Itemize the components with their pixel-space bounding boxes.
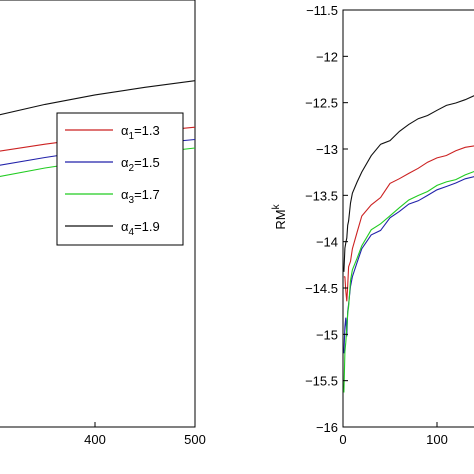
legend-box xyxy=(56,112,184,246)
legend-label-3: α3=1.7 xyxy=(121,187,160,206)
legend-subscript: 1 xyxy=(129,131,135,142)
legend-alpha-symbol: α xyxy=(121,155,129,170)
right-y-tick-label: −12.5 xyxy=(305,96,338,111)
right-y-tick-label: −12 xyxy=(316,49,338,64)
legend-value: =1.9 xyxy=(134,219,160,234)
right-x-tick-label: 0 xyxy=(339,432,346,447)
right-y-axis-label: RMk xyxy=(271,203,288,229)
legend-alpha-symbol: α xyxy=(121,187,129,202)
legend-subscript: 4 xyxy=(129,227,135,238)
y-axis-label-base: RM xyxy=(273,209,288,229)
legend-value: =1.7 xyxy=(134,187,160,202)
left-series-line-4 xyxy=(0,80,195,116)
y-axis-label-superscript: k xyxy=(271,203,282,209)
right-series-line-3 xyxy=(343,170,474,393)
right-y-tick-label: −15 xyxy=(316,327,338,342)
right-y-tick-label: −14.5 xyxy=(305,281,338,296)
right-series-line-1 xyxy=(343,145,474,302)
legend-value: =1.3 xyxy=(134,123,160,138)
legend-label-2: α2=1.5 xyxy=(121,155,160,174)
legend-alpha-symbol: α xyxy=(121,123,129,138)
left-x-tick-label: 500 xyxy=(184,432,206,447)
legend-label-1: α1=1.3 xyxy=(121,123,160,142)
right-series-line-2 xyxy=(343,176,474,354)
legend-subscript: 3 xyxy=(129,195,135,206)
right-y-tick-label: −11.5 xyxy=(306,3,338,18)
right-series-line-4 xyxy=(343,95,474,272)
right-y-tick-label: −15.5 xyxy=(305,374,338,389)
right-plot-frame xyxy=(342,9,474,428)
right-y-tick-label: −14 xyxy=(316,235,338,250)
right-y-tick-label: −13 xyxy=(316,142,338,157)
right-y-tick-label: −16 xyxy=(316,420,338,435)
right-chart-panel: −11.5 −12 −12.5 −13 −13.5 −14 −14.5 −15 −15.5 −16… xyxy=(271,3,474,447)
legend-value: =1.5 xyxy=(134,155,160,170)
legend-subscript: 2 xyxy=(129,163,135,174)
left-x-tick-label: 400 xyxy=(84,432,106,447)
right-x-tick-label: 100 xyxy=(426,432,448,447)
legend-alpha-symbol: α xyxy=(121,219,129,234)
right-y-tick-label: −13.5 xyxy=(305,188,338,203)
legend-label-4: α4=1.9 xyxy=(121,219,160,238)
